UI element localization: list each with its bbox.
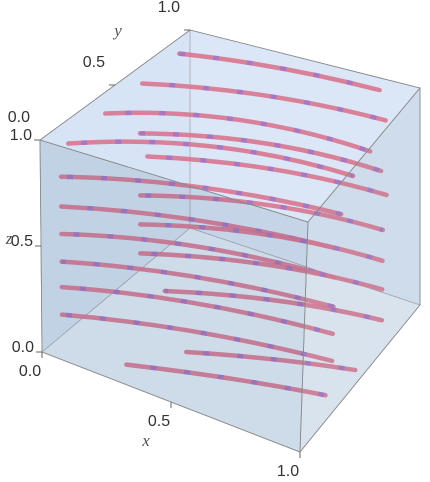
streamline xyxy=(177,51,382,93)
streamline-shade xyxy=(61,174,342,217)
z-tick-label: 0.5 xyxy=(11,233,33,250)
x-tick-label: 0.0 xyxy=(19,363,41,380)
x-tick-label: 0.5 xyxy=(148,413,170,430)
z-axis-label: z xyxy=(5,229,13,248)
streamline xyxy=(137,193,386,233)
x-tick-label: 1.0 xyxy=(277,463,299,480)
y-tick-label: 1.0 xyxy=(158,0,180,16)
streamline-shade xyxy=(61,259,334,309)
streamline-shade xyxy=(142,81,387,123)
streamline-shade xyxy=(68,139,354,179)
y-tick-label: 0.5 xyxy=(83,54,105,71)
streamline-shade xyxy=(186,349,356,373)
streamline xyxy=(137,131,384,174)
z-tick-label: 0.0 xyxy=(12,339,34,356)
streamline xyxy=(59,312,335,364)
streamline xyxy=(59,284,336,337)
streamline-shade xyxy=(126,362,326,398)
front-faces xyxy=(39,29,421,454)
top-face xyxy=(39,29,421,223)
y-axis-label: y xyxy=(112,21,122,40)
streamline-shade xyxy=(147,154,388,198)
streamlines xyxy=(58,51,389,398)
x-axis-label: x xyxy=(141,431,150,450)
streamline-shade xyxy=(140,251,383,292)
streamline xyxy=(137,222,385,264)
y-tick-label: 0.0 xyxy=(8,109,30,126)
streamline xyxy=(162,288,385,323)
z-tick-label: 1.0 xyxy=(10,127,32,144)
streamline xyxy=(103,110,373,154)
